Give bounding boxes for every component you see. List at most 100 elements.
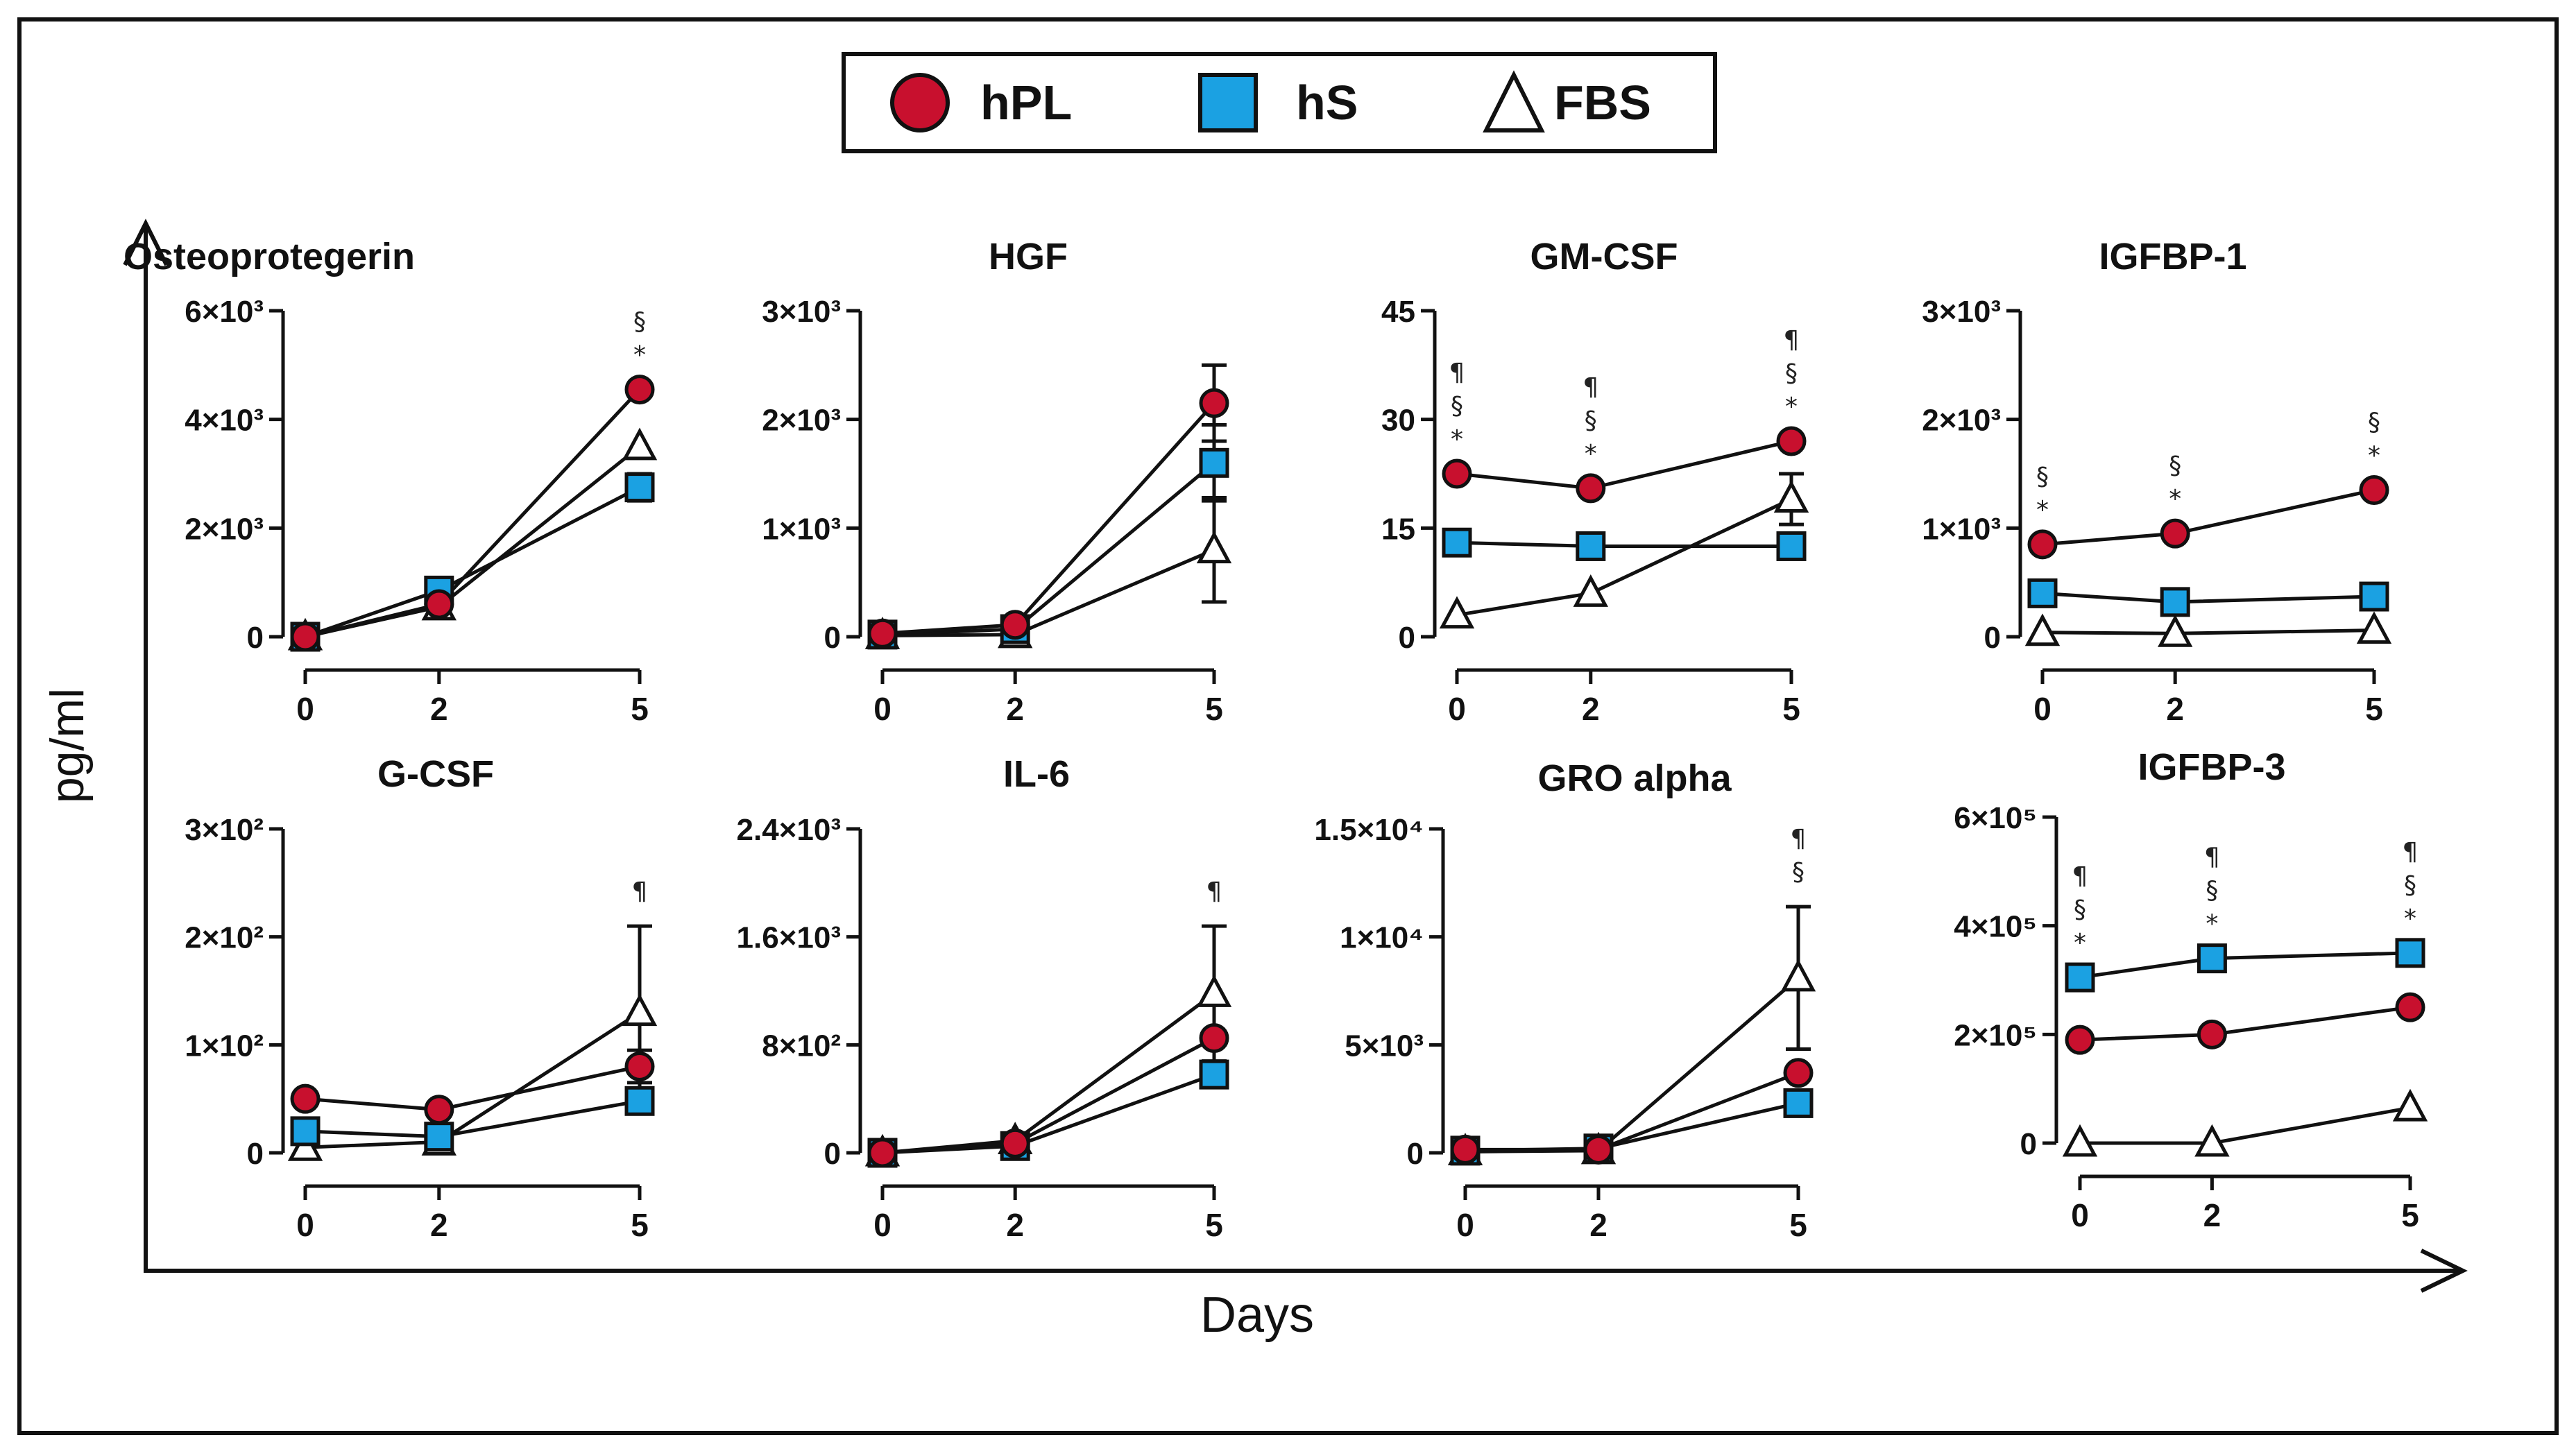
figure-frame bbox=[17, 17, 2559, 1435]
significance-mark: * bbox=[1585, 440, 1597, 468]
y-tick-label: 0 bbox=[2020, 1127, 2037, 1161]
significance-mark: * bbox=[2206, 910, 2218, 938]
significance-mark: § bbox=[2368, 409, 2380, 437]
significance-mark: § bbox=[633, 308, 646, 336]
y-tick-label: 3×10³ bbox=[762, 295, 841, 329]
x-tick-label: 5 bbox=[1789, 1207, 1807, 1243]
point-fbs bbox=[1196, 975, 1232, 1007]
panel-igfbp-3: IGFBP-3 0 2×10⁵ 4×10⁵ 6×10⁵ 0 2 5 ¶ § * ¶ § * ¶ § * bbox=[1954, 746, 2428, 1233]
point-fbs bbox=[622, 993, 658, 1027]
y-tick-label: 6×10⁵ bbox=[1954, 801, 2037, 835]
point-hs bbox=[624, 1086, 655, 1116]
y-tick-label: 2×10⁵ bbox=[1954, 1018, 2037, 1052]
panel-title: IGFBP-1 bbox=[2099, 236, 2246, 277]
significance-mark: * bbox=[2074, 929, 2086, 957]
y-tick-label: 1×10² bbox=[185, 1029, 264, 1063]
point-hpl bbox=[1199, 1023, 1229, 1054]
point-hpl bbox=[2027, 529, 2058, 560]
y-tick-label: 1.5×10⁴ bbox=[1314, 813, 1424, 847]
significance-mark: § bbox=[2074, 895, 2086, 924]
point-hs bbox=[2160, 587, 2190, 617]
point-fbs bbox=[2194, 1124, 2230, 1157]
significance-mark: § bbox=[1792, 858, 1805, 886]
point-hs bbox=[424, 1122, 454, 1152]
panel-title: Osteoprotegerin bbox=[123, 236, 415, 277]
x-tick-label: 5 bbox=[2365, 691, 2383, 727]
y-tick-label: 30 bbox=[1381, 404, 1415, 438]
x-tick-label: 2 bbox=[430, 691, 448, 727]
significance-mark: § bbox=[2404, 871, 2416, 900]
point-hpl bbox=[1576, 473, 1606, 504]
significance-mark: * bbox=[633, 341, 646, 370]
x-tick-label: 2 bbox=[2203, 1197, 2221, 1233]
x-tick-label: 2 bbox=[1006, 1207, 1024, 1243]
point-hpl bbox=[2197, 1019, 2227, 1049]
point-hpl bbox=[2395, 992, 2425, 1022]
significance-mark: ¶ bbox=[2072, 862, 2088, 891]
point-fbs bbox=[622, 427, 658, 461]
x-tick-label: 5 bbox=[1782, 691, 1800, 727]
point-hpl bbox=[2359, 475, 2389, 505]
y-tick-label: 4×10³ bbox=[185, 404, 264, 438]
legend-hs-label: hS bbox=[1296, 76, 1358, 130]
y-tick-label: 2.4×10³ bbox=[737, 813, 841, 847]
point-hpl bbox=[2160, 518, 2190, 549]
panel-igfbp-1: IGFBP-1 0 1×10³ 2×10³ 3×10³ 0 2 5 § * § * § * bbox=[1922, 236, 2392, 727]
point-hs bbox=[2359, 581, 2389, 612]
x-tick-label: 0 bbox=[1448, 691, 1466, 727]
y-tick-label: 0 bbox=[824, 621, 841, 655]
legend-fbs-label: FBS bbox=[1554, 76, 1651, 130]
x-tick-label: 2 bbox=[430, 1207, 448, 1243]
point-hpl bbox=[867, 1138, 898, 1168]
point-hs bbox=[1199, 447, 1229, 478]
significance-mark: * bbox=[1785, 393, 1798, 421]
point-hpl bbox=[424, 589, 454, 619]
significance-mark: ¶ bbox=[1583, 373, 1598, 402]
y-tick-label: 2×10³ bbox=[185, 512, 264, 546]
legend-hs-marker bbox=[1198, 73, 1258, 132]
legend-hpl-marker bbox=[890, 73, 950, 132]
x-tick-label: 5 bbox=[631, 1207, 649, 1243]
x-tick-label: 2 bbox=[1589, 1207, 1607, 1243]
x-tick-label: 5 bbox=[1205, 1207, 1223, 1243]
y-tick-label: 2×10² bbox=[185, 921, 264, 955]
x-tick-label: 5 bbox=[2401, 1197, 2419, 1233]
x-tick-label: 0 bbox=[2071, 1197, 2089, 1233]
panel-gm-csf: GM-CSF 0 15 30 45 0 2 5 ¶ § * ¶ § * ¶ § * bbox=[1381, 236, 1809, 727]
point-hs bbox=[1199, 1059, 1229, 1090]
point-hs bbox=[1783, 1088, 1814, 1118]
x-tick-label: 5 bbox=[631, 691, 649, 727]
significance-mark: * bbox=[2169, 485, 2181, 513]
point-hpl bbox=[1583, 1134, 1614, 1165]
y-axis-label: pg/ml bbox=[41, 688, 94, 803]
significance-mark: ¶ bbox=[2403, 838, 2419, 866]
point-hpl bbox=[1776, 426, 1807, 456]
panel-title: GM-CSF bbox=[1530, 236, 1678, 277]
panel-il-6: IL-6 0 8×10² 1.6×10³ 2.4×10³ 0 2 5 ¶ bbox=[737, 753, 1232, 1243]
point-fbs bbox=[2158, 615, 2193, 647]
y-tick-label: 1.6×10³ bbox=[737, 921, 841, 955]
panel-gro-alpha: GRO alpha 0 5×10³ 1×10⁴ 1.5×10⁴ 0 2 5 ¶ § bbox=[1314, 757, 1816, 1243]
x-tick-label: 0 bbox=[296, 691, 314, 727]
significance-mark: ¶ bbox=[1449, 359, 1465, 387]
y-tick-label: 0 bbox=[1984, 621, 2001, 655]
y-tick-label: 0 bbox=[1407, 1137, 1424, 1171]
point-hpl bbox=[1000, 610, 1030, 640]
point-fbs bbox=[2062, 1124, 2098, 1157]
point-hpl bbox=[1000, 1128, 1030, 1158]
significance-mark: § bbox=[2036, 463, 2049, 491]
panel-hgf: HGF 0 1×10³ 2×10³ 3×10³ 0 2 5 bbox=[762, 236, 1232, 727]
point-hpl bbox=[290, 1083, 321, 1114]
legend-hpl-label: hPL bbox=[980, 76, 1072, 130]
point-hpl bbox=[867, 618, 898, 649]
point-hpl bbox=[1450, 1134, 1481, 1165]
point-hpl bbox=[424, 1095, 454, 1125]
point-hpl bbox=[2065, 1024, 2095, 1055]
point-hs bbox=[2027, 578, 2058, 608]
point-fbs bbox=[1196, 531, 1232, 564]
significance-mark: * bbox=[2036, 496, 2049, 524]
significance-mark: § bbox=[2206, 877, 2218, 905]
y-tick-label: 1×10⁴ bbox=[1340, 921, 1424, 955]
y-tick-label: 5×10³ bbox=[1345, 1029, 1424, 1063]
point-hpl bbox=[624, 1051, 655, 1081]
